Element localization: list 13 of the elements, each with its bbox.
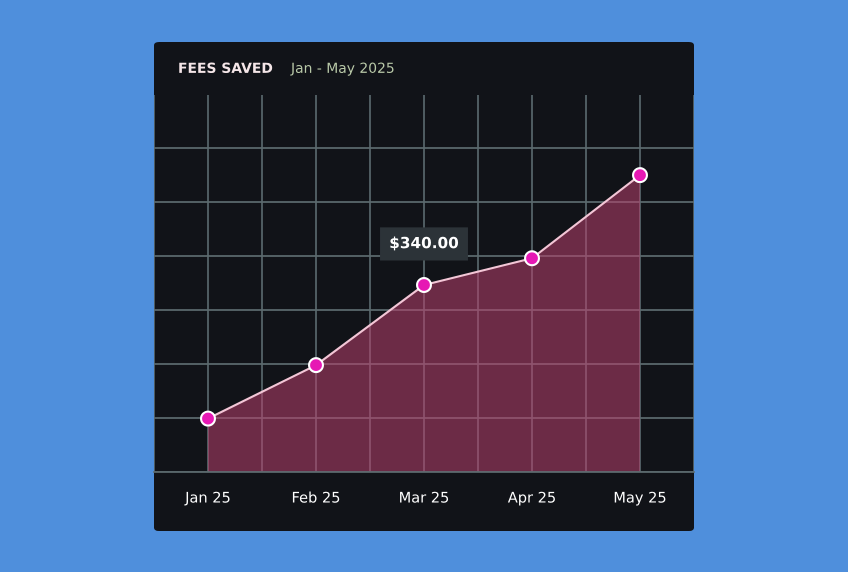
chart-title: FEES SAVED [179, 62, 272, 74]
point [200, 410, 216, 427]
x-tick-label: Jan 25 [184, 492, 230, 506]
x-tick-label: Mar 25 [400, 492, 448, 503]
point [416, 276, 432, 293]
point [632, 167, 648, 184]
point [308, 357, 324, 374]
x-tick-label: Feb 25 [292, 491, 340, 503]
x-tick-label: Apr 25 [508, 492, 555, 506]
chart-subtitle: Jan - May 2025 [290, 62, 394, 76]
point [524, 250, 540, 266]
annotation: $340.00 [390, 236, 458, 250]
x-tick-label: May 25 [614, 492, 666, 506]
